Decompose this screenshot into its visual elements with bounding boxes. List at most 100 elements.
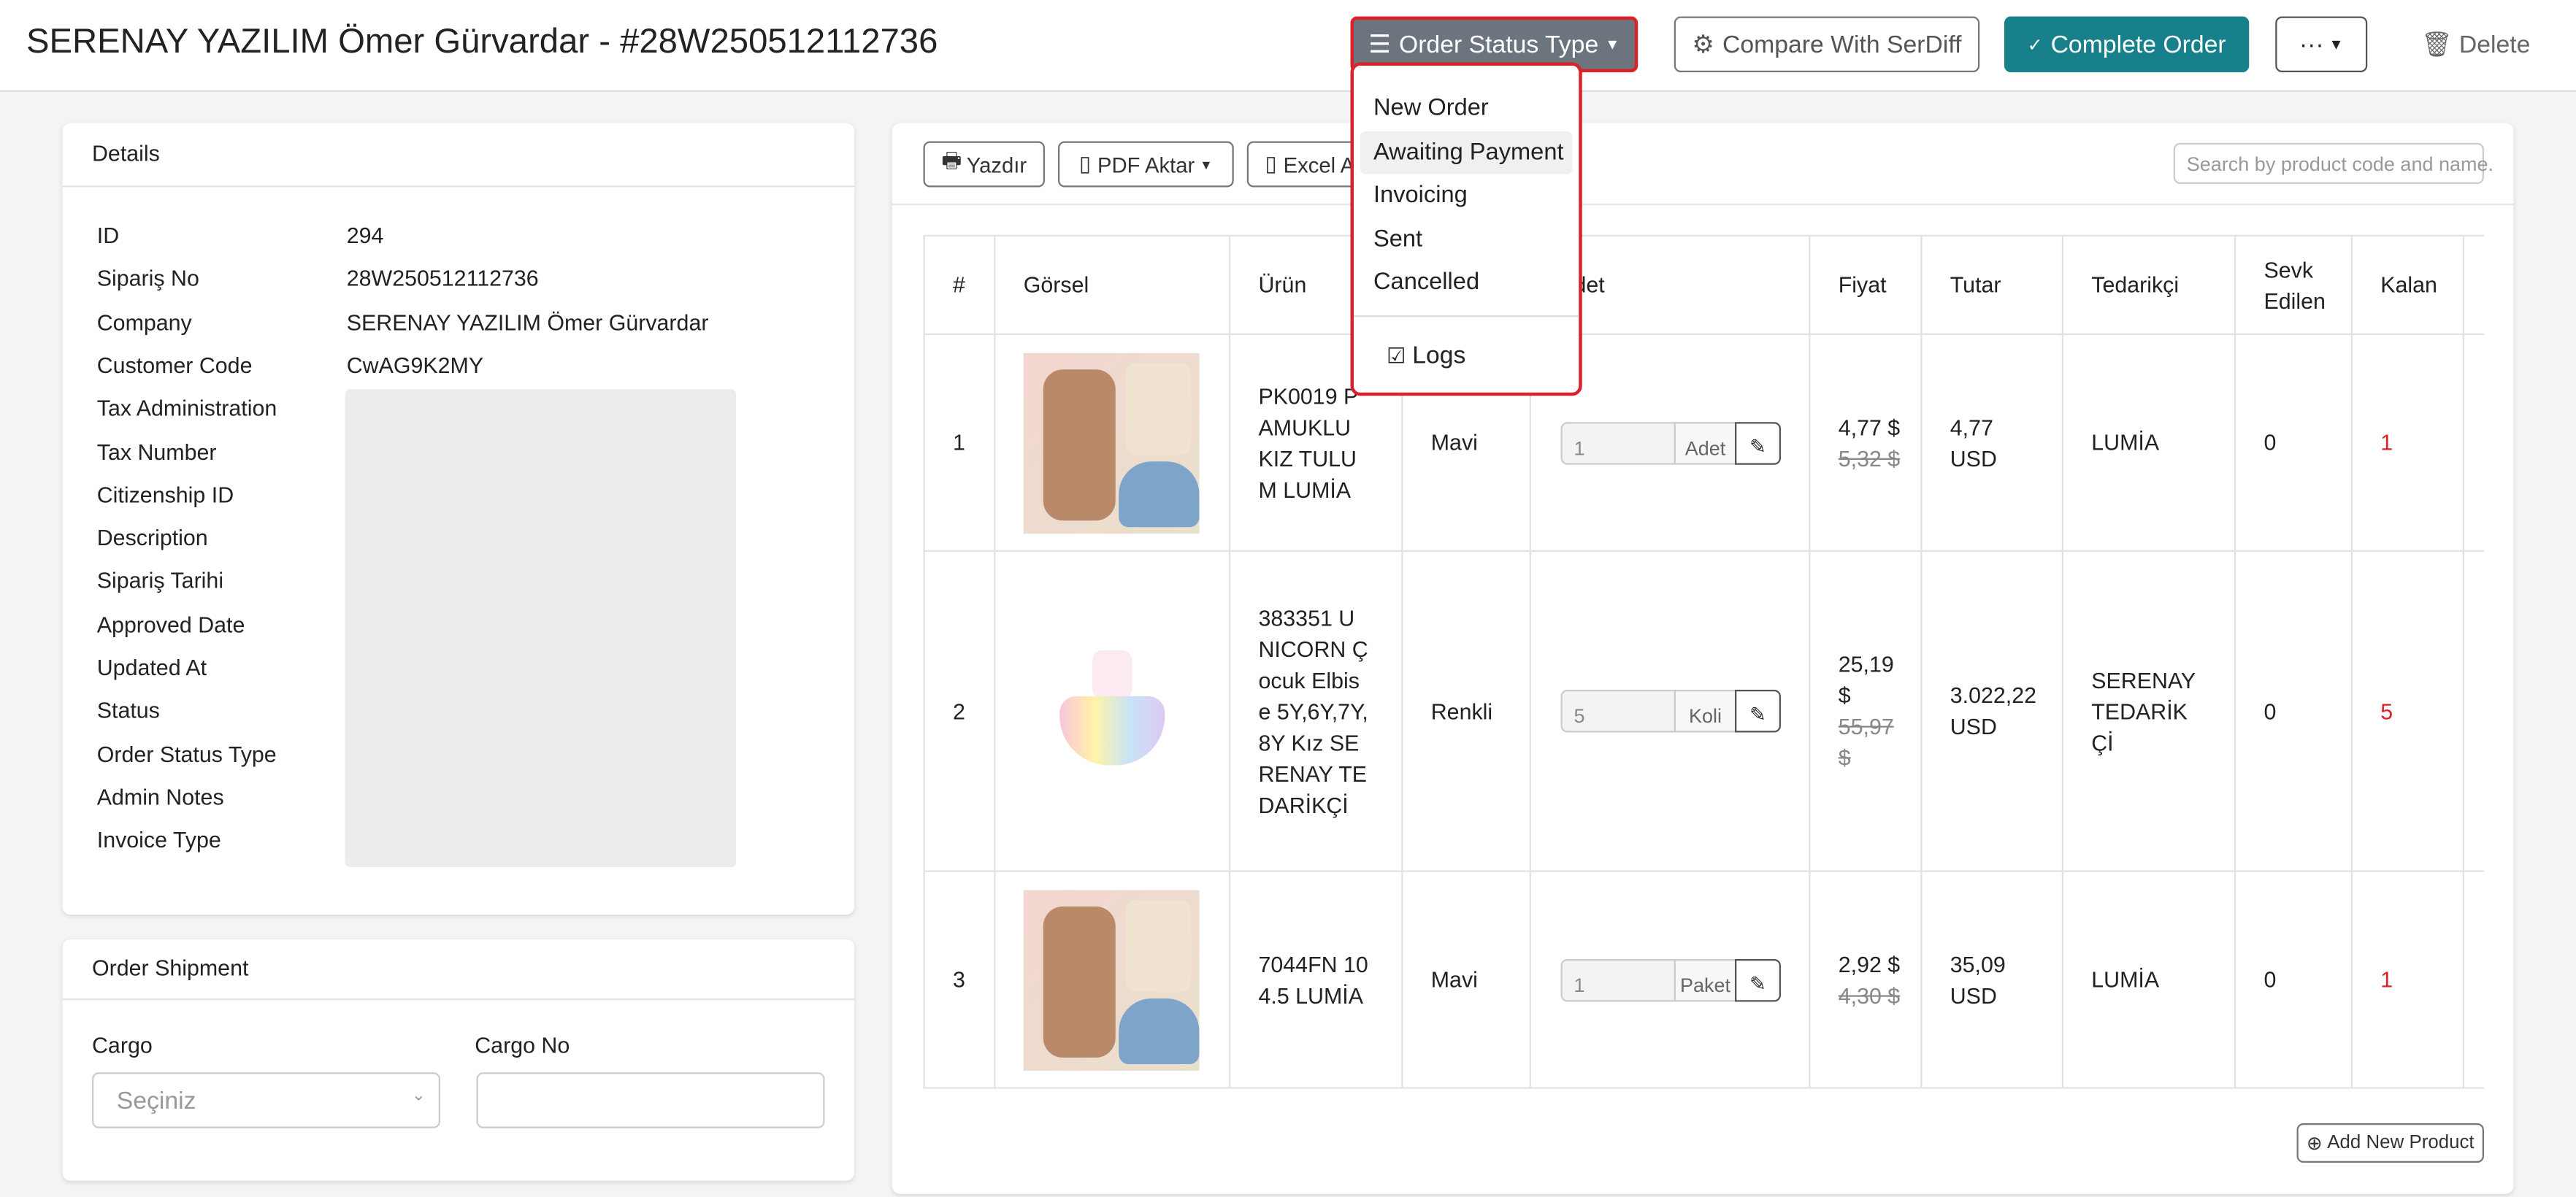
field-label: Admin Notes — [96, 785, 224, 810]
dress-skirt — [1059, 696, 1165, 766]
shipped-cell: 0 — [2236, 871, 2353, 1089]
card-title: Details — [92, 141, 160, 166]
field-label: Sipariş Tarihi — [96, 569, 224, 594]
page-title: SERENAY YAZILIM Ömer Gürvardar - #28W250… — [26, 23, 938, 61]
logs-item[interactable]: ☑ Logs — [1387, 342, 1466, 370]
field-label: Company — [96, 309, 192, 335]
image-cell — [995, 871, 1231, 1089]
field-label: Invoice Type — [96, 828, 221, 853]
product-image — [1023, 352, 1200, 534]
price: 25,19 $ — [1838, 652, 1894, 708]
extra-cell — [2464, 552, 2484, 872]
supplier-cell: LUMİA — [2063, 871, 2236, 1089]
cargo-no-input[interactable] — [476, 1072, 825, 1128]
row-number: 1 — [924, 335, 996, 552]
field-label: Approved Date — [96, 612, 245, 637]
delete-button[interactable]: 🗑 Delete — [2421, 30, 2531, 59]
dress-top — [1092, 650, 1132, 700]
column-header: Tutar — [1922, 236, 2063, 335]
column-header: Sevk Edilen — [2236, 236, 2353, 335]
product-cell: PK0019 PAMUKLU KIZ TULUM LUMİA — [1230, 335, 1403, 552]
search-input[interactable]: Search by product code and name. — [2173, 142, 2493, 184]
remaining-cell: 5 — [2353, 552, 2464, 872]
supplier-cell: SERENAY TEDARİKÇİ — [2063, 552, 2236, 872]
status-item[interactable]: New Order — [1373, 95, 1489, 122]
extra-cell — [2464, 872, 2484, 1089]
products-card: 🖶 Yazdır ▯ PDF Aktar ▼ ▯ Excel Aktar Search … — [892, 123, 2514, 1194]
field-value: 28W250512112736 — [346, 266, 539, 291]
cargo-label: Cargo — [92, 1033, 153, 1058]
add-product-button[interactable]: ⊕ Add New Product — [2296, 1123, 2484, 1163]
product-name: PK0019 PAMUKLU KIZ TULUM LUMİA — [1258, 383, 1359, 502]
status-item[interactable]: Sent — [1373, 226, 1423, 253]
edit-button[interactable]: ✎ — [1735, 421, 1781, 464]
compare-button[interactable]: ⚙ Compare With SerDiff — [1674, 16, 1980, 72]
product-name: 7044FN 104.5 LUMİA — [1258, 951, 1368, 1008]
row-number: 2 — [924, 552, 996, 872]
color-cell: Mavi — [1403, 335, 1531, 552]
quantity-input[interactable]: 1 — [1560, 958, 1676, 1001]
column-header: Kalan — [2353, 236, 2464, 335]
label: Delete — [2458, 30, 2531, 58]
item-highlight — [1360, 131, 1573, 174]
details-card: Details ID 294 Sipariş No 28W250512112736 Co… — [62, 123, 854, 915]
column-header: # — [924, 236, 996, 335]
cargo-no-label: Cargo No — [475, 1033, 570, 1058]
pdf-button[interactable]: ▯ PDF Aktar ▼ — [1058, 141, 1234, 188]
edit-button[interactable]: ✎ — [1735, 690, 1781, 733]
price: 2,92 $ — [1838, 951, 1901, 977]
print-button[interactable]: 🖶 Yazdır — [923, 141, 1045, 188]
field-value: CwAG9K2MY — [346, 353, 484, 378]
row-number: 3 — [924, 871, 996, 1089]
extra-cell — [2464, 335, 2484, 552]
quantity-input[interactable]: 1 — [1560, 421, 1676, 464]
shipment-card: Order Shipment Cargo Cargo No Seçiniz ⌄ — [62, 939, 854, 1181]
field-label: Customer Code — [96, 353, 253, 378]
column-header: Tedarikçi — [2063, 236, 2236, 335]
status-dropdown: ☑ Logs New Order Awaiting Payment Invoicing… — [1350, 62, 1582, 396]
label: Order Status Type — [1398, 30, 1599, 58]
label: ··· — [2299, 30, 2324, 58]
quantity-cell: 1 Paket ✎ — [1531, 871, 1811, 1089]
supplier-cell: LUMİA — [2063, 335, 2236, 552]
more-button[interactable]: ··· ▼ — [2275, 16, 2368, 72]
status-item[interactable]: Awaiting Payment — [1373, 139, 1564, 166]
image-cell — [995, 552, 1231, 872]
shirt — [1125, 898, 1192, 991]
placeholder: Seçiniz — [116, 1087, 196, 1115]
complete-button[interactable]: ✓ Complete Order — [2004, 16, 2250, 72]
price-cell: 4,77 $ 5,32 $ — [1810, 335, 1923, 552]
shipped-cell: 0 — [2236, 552, 2353, 872]
shipped-cell: 0 — [2236, 335, 2353, 552]
field-label: Order Status Type — [96, 742, 277, 766]
status-item[interactable]: Invoicing — [1373, 182, 1468, 209]
quantity-input[interactable]: 5 — [1560, 690, 1676, 733]
old-price: 4,30 $ — [1838, 982, 1901, 1008]
product-cell: 383351 UNICORN Çocuk Elbise 5Y,6Y,7Y,8Y … — [1230, 552, 1403, 872]
label: Logs — [1412, 342, 1466, 370]
status-item[interactable]: Cancelled — [1373, 269, 1480, 296]
image-cell — [995, 335, 1231, 552]
product-image — [1023, 889, 1200, 1070]
field-label: ID — [96, 223, 120, 248]
price-cell: 2,92 $ 4,30 $ — [1810, 871, 1923, 1089]
remaining-cell: 1 — [2353, 871, 2464, 1089]
romper — [1043, 905, 1116, 1057]
column-header: Fiyat — [1810, 236, 1923, 335]
romper — [1043, 369, 1116, 520]
old-price: 55,97 $ — [1838, 714, 1894, 771]
label: Add New Product — [2327, 1133, 2475, 1153]
old-price: 5,32 $ — [1838, 445, 1901, 471]
field-label: Updated At — [96, 655, 207, 680]
unit-addon: Paket — [1674, 958, 1737, 1001]
edit-button[interactable]: ✎ — [1735, 958, 1781, 1001]
hat — [1119, 461, 1200, 527]
quantity-cell: 1 Adet ✎ — [1531, 335, 1811, 552]
field-label: Description — [96, 526, 208, 550]
cargo-select[interactable]: Seçiniz ⌄ — [92, 1072, 440, 1128]
field-value: 294 — [346, 223, 384, 248]
field-label: Tax Number — [96, 439, 217, 464]
field-label: Citizenship ID — [96, 482, 234, 507]
total-cell: 35,09 USD — [1922, 871, 2063, 1089]
